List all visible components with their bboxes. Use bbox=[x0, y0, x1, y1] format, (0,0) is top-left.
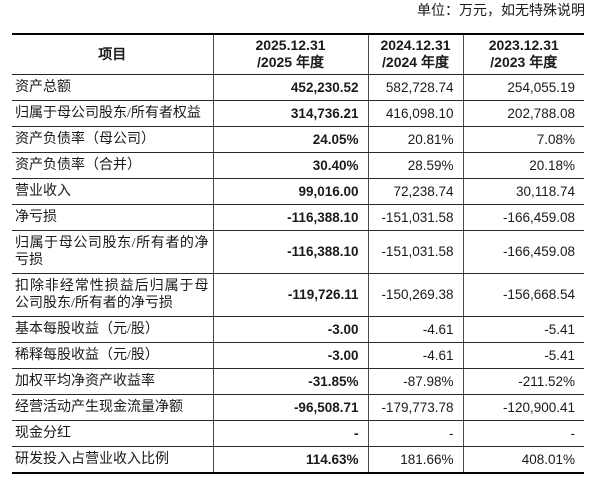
value-2025: 314,736.21 bbox=[212, 100, 368, 127]
table-header-row: 项目 2025.12.31 /2025 年度 2024.12.31 /2024 … bbox=[12, 34, 584, 75]
value-2023: -5.41 bbox=[462, 316, 584, 343]
value-2024: 20.81% bbox=[367, 126, 463, 153]
value-2023: 20.18% bbox=[462, 152, 584, 179]
financial-table: 项目 2025.12.31 /2025 年度 2024.12.31 /2024 … bbox=[12, 33, 584, 474]
value-2025: 99,016.00 bbox=[212, 178, 368, 205]
value-2024: 582,728.74 bbox=[367, 74, 463, 101]
row-label: 资产负债率（母公司） bbox=[12, 126, 213, 153]
value-2025: - bbox=[212, 420, 368, 447]
row-label: 现金分红 bbox=[12, 420, 213, 447]
row-label: 归属于母公司股东/所有者的净亏损 bbox=[12, 230, 213, 274]
period-date: 2024.12.31 bbox=[380, 37, 451, 54]
item-column-header: 项目 bbox=[12, 34, 213, 75]
period-year: /2023 年度 bbox=[490, 54, 558, 71]
value-2023: -120,900.41 bbox=[462, 394, 584, 421]
period-date: 2025.12.31 bbox=[255, 37, 326, 54]
value-2024: -4.61 bbox=[367, 342, 463, 369]
row-label: 稀释每股收益（元/股） bbox=[12, 342, 213, 369]
table-row: 扣除非经常性损益后归属于母公司股东/所有者的净亏损 -119,726.11 -1… bbox=[12, 273, 584, 317]
value-2024: 181.66% bbox=[367, 446, 463, 473]
value-2023: -211.52% bbox=[462, 368, 584, 395]
value-2023: -5.41 bbox=[462, 342, 584, 369]
table-row: 加权平均净资产收益率 -31.85% -87.98% -211.52% bbox=[12, 368, 584, 395]
row-label: 归属于母公司股东/所有者权益 bbox=[12, 100, 213, 127]
value-2024: -150,269.38 bbox=[367, 273, 463, 317]
value-2024: -151,031.58 bbox=[367, 204, 463, 231]
value-2025: -3.00 bbox=[212, 342, 368, 369]
row-label: 资产负债率（合并） bbox=[12, 152, 213, 179]
value-2023: 30,118.74 bbox=[462, 178, 584, 205]
document-page: 单位：万元，如无特殊说明 项目 2025.12.31 /2025 年度 2024… bbox=[12, 4, 585, 474]
period-year: /2024 年度 bbox=[382, 54, 449, 71]
row-label: 扣除非经常性损益后归属于母公司股东/所有者的净亏损 bbox=[12, 273, 213, 317]
period-column-header-2023: 2023.12.31 /2023 年度 bbox=[462, 34, 584, 75]
row-label: 研发投入占营业收入比例 bbox=[15, 451, 169, 467]
value-2025: -116,388.10 bbox=[212, 230, 368, 274]
row-label: 资产总额 bbox=[12, 74, 213, 101]
table-row: 资产负债率（合并） 30.40% 28.59% 20.18% bbox=[12, 152, 584, 179]
value-2024: -87.98% bbox=[367, 368, 463, 395]
row-label: 营业收入 bbox=[12, 178, 213, 205]
period-column-header-2024: 2024.12.31 /2024 年度 bbox=[367, 34, 463, 75]
row-label: 基本每股收益（元/股） bbox=[12, 316, 213, 343]
table-row: 净亏损 -116,388.10 -151,031.58 -166,459.08 bbox=[12, 204, 584, 231]
value-2024: -151,031.58 bbox=[367, 230, 463, 274]
value-2025: -31.85% bbox=[212, 368, 368, 395]
value-2024: 416,098.10 bbox=[367, 100, 463, 127]
value-2024: -4.61 bbox=[367, 316, 463, 343]
value-2024: -179,773.78 bbox=[367, 394, 463, 421]
row-label: 经营活动产生现金流量净额 bbox=[12, 394, 213, 421]
value-2025: -96,508.71 bbox=[212, 394, 368, 421]
value-2025: -3.00 bbox=[212, 316, 368, 343]
table-row: 营业收入 99,016.00 72,238.74 30,118.74 bbox=[12, 178, 584, 205]
table-row: 归属于母公司股东/所有者权益 314,736.21 416,098.10 202… bbox=[12, 100, 584, 127]
value-2025: 24.05% bbox=[212, 126, 368, 153]
value-2025: -119,726.11 bbox=[212, 273, 368, 317]
value-2023: 408.01% bbox=[462, 446, 584, 473]
period-column-header-2025: 2025.12.31 /2025 年度 bbox=[212, 34, 368, 75]
value-2025: 30.40% bbox=[212, 152, 368, 179]
value-2023: - bbox=[462, 420, 584, 447]
value-2023: -166,459.08 bbox=[462, 204, 584, 231]
table-row: 经营活动产生现金流量净额 -96,508.71 -179,773.78 -120… bbox=[12, 394, 584, 421]
table-row: 资产负债率（母公司） 24.05% 20.81% 7.08% bbox=[12, 126, 584, 153]
value-2023: -166,459.08 bbox=[462, 230, 584, 274]
value-2025: 452,230.52 bbox=[212, 74, 368, 101]
table-row: 现金分红 - - - bbox=[12, 420, 584, 447]
value-2023: 202,788.08 bbox=[462, 100, 584, 127]
value-2025: 114.63% bbox=[212, 446, 368, 473]
period-year: /2025 年度 bbox=[257, 54, 324, 71]
table-row: 基本每股收益（元/股） -3.00 -4.61 -5.41 bbox=[12, 316, 584, 343]
table-row: 归属于母公司股东/所有者的净亏损 -116,388.10 -151,031.58… bbox=[12, 230, 584, 274]
value-2024: - bbox=[367, 420, 463, 447]
table-row: 稀释每股收益（元/股） -3.00 -4.61 -5.41 bbox=[12, 342, 584, 369]
value-2023: -156,668.54 bbox=[462, 273, 584, 317]
value-2023: 254,055.19 bbox=[462, 74, 584, 101]
row-label: 净亏损 bbox=[12, 204, 213, 231]
unit-note: 单位：万元，如无特殊说明 bbox=[417, 4, 585, 19]
value-2024: 72,238.74 bbox=[367, 178, 463, 205]
period-date: 2023.12.31 bbox=[488, 37, 559, 54]
value-2024: 28.59% bbox=[367, 152, 463, 179]
row-label: 加权平均净资产收益率 bbox=[12, 368, 213, 395]
value-2023: 7.08% bbox=[462, 126, 584, 153]
table-row: 研发投入占营业收入比例 114.63% 181.66% 408.01% bbox=[12, 446, 584, 473]
value-2025: -116,388.10 bbox=[212, 204, 368, 231]
table-row: 资产总额 452,230.52 582,728.74 254,055.19 bbox=[12, 74, 584, 101]
